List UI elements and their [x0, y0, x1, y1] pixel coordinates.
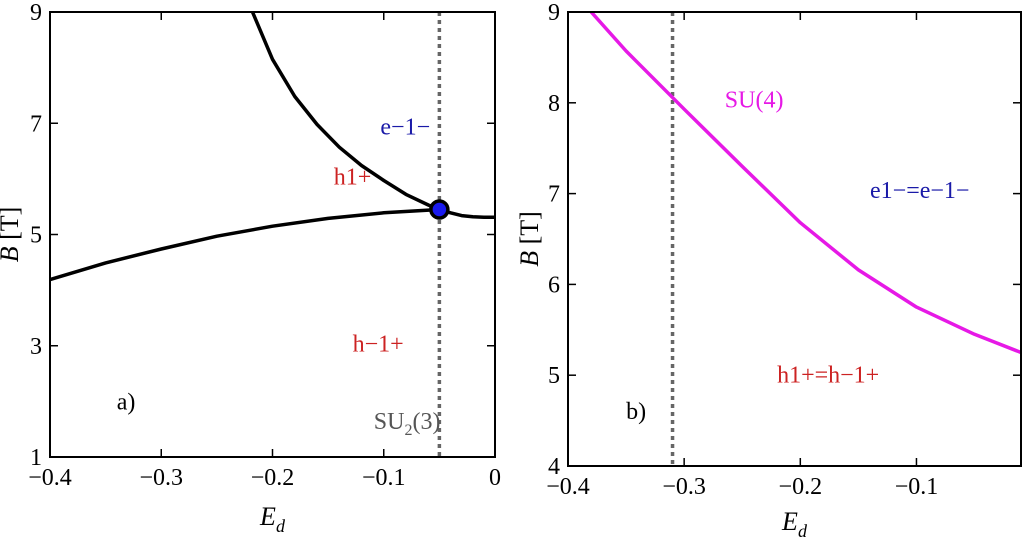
y-tick-label: 4 — [548, 454, 560, 480]
y-axis-label: B [T] — [0, 207, 24, 263]
x-tick-label: −0.1 — [895, 474, 939, 500]
su-label-rest: (3) — [412, 409, 440, 435]
series-line-lower-boundary — [50, 207, 442, 282]
x-tick-label: −0.1 — [362, 465, 406, 491]
y-tick-label: 9 — [30, 0, 42, 26]
x-tick-label: −0.4 — [546, 474, 590, 500]
region-label: e1−=e−1− — [870, 178, 969, 204]
y-tick-label: 6 — [548, 272, 560, 298]
y-axis-label-unit: [T] — [0, 207, 24, 247]
y-axis-label-main: B — [0, 246, 24, 262]
x-axis-label-sub: d — [276, 516, 286, 536]
degeneracy-point-marker — [429, 199, 450, 220]
x-tick-label: −0.4 — [28, 465, 72, 491]
series-line-su-4-boundary — [589, 12, 1021, 355]
x-axis-label-main: E — [781, 507, 798, 536]
x-axis-label-main: E — [259, 502, 276, 531]
su-label-main: SU — [374, 409, 405, 435]
y-tick-label: 3 — [30, 334, 42, 360]
y-axis-label-unit: [T] — [515, 211, 544, 251]
x-tick-label: −0.3 — [662, 474, 706, 500]
chart-panel-2: −0.4 −0.3 −0.2 −0.1 4 5 6 7 8 9 SU(4) e1−=e−1− h1+=h… — [515, 0, 1022, 538]
y-axis-label: B [T] — [515, 211, 544, 267]
region-label: h−1+ — [353, 331, 404, 357]
x-axis-label: Ed — [781, 507, 808, 538]
y-axis-label-main: B — [515, 251, 544, 267]
x-tick-label: −0.3 — [139, 465, 183, 491]
su2-3-label: SU2(3) — [374, 409, 441, 439]
su-label-sub: 2 — [404, 422, 412, 439]
region-label: a) — [117, 390, 136, 416]
y-tick-label: 1 — [30, 445, 42, 471]
x-tick-label: 0 — [489, 465, 501, 491]
x-tick-label: −0.2 — [251, 465, 295, 491]
x-axis-label-sub: d — [798, 521, 808, 538]
chart-panel-1: −0.4 −0.3 −0.2 −0.1 0 1 3 5 7 9 e−1− h1+ h−1+ a) SU2(3… — [0, 0, 501, 536]
x-tick-label: −0.2 — [779, 474, 823, 500]
y-tick-label: 9 — [548, 0, 560, 26]
x-axis-label: Ed — [259, 502, 286, 536]
y-tick-label: 5 — [30, 223, 42, 249]
region-label: h1+ — [334, 164, 372, 190]
plot-frame — [567, 11, 1022, 467]
region-label: h1+=h−1+ — [777, 362, 879, 388]
y-tick-label: 7 — [548, 182, 560, 208]
y-tick-label: 5 — [548, 363, 560, 389]
series-line-upper-boundary — [250, 12, 495, 220]
region-label: e−1− — [380, 114, 430, 140]
y-tick-label: 8 — [548, 91, 560, 117]
y-tick-label: 7 — [30, 111, 42, 137]
region-label: SU(4) — [725, 87, 784, 113]
plot-frame — [49, 11, 496, 458]
region-label: b) — [626, 399, 646, 425]
